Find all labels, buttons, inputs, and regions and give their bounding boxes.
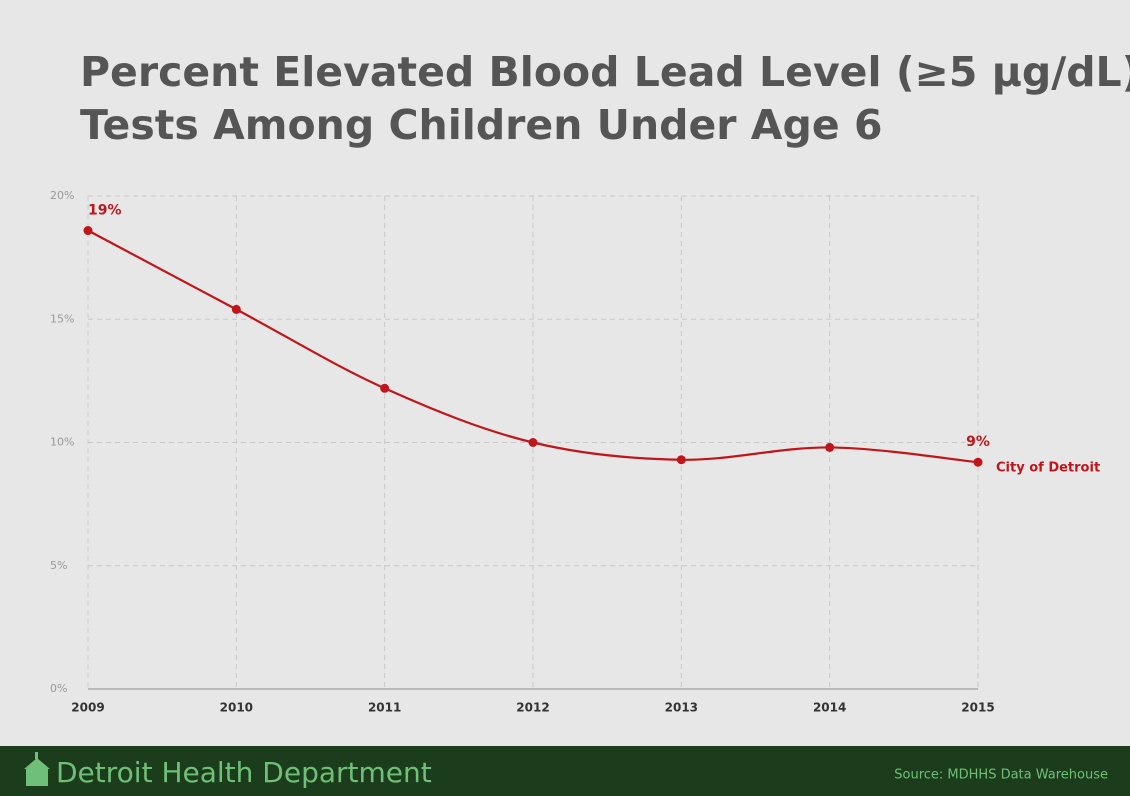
y-tick-label: 10% bbox=[50, 436, 74, 449]
footer-bar bbox=[0, 746, 1130, 796]
legend-label: City of Detroit bbox=[996, 461, 1100, 476]
organization: Detroit Health Department bbox=[56, 756, 432, 789]
data-label: 9% bbox=[966, 434, 990, 450]
logo-icon bbox=[24, 752, 50, 786]
chart-title: Percent Elevated Blood Lead Level (≥5 µg… bbox=[80, 48, 1130, 96]
x-tick-label: 2014 bbox=[813, 701, 846, 715]
x-tick-label: 2015 bbox=[961, 701, 994, 715]
y-tick-label: 5% bbox=[50, 559, 67, 572]
source: Source: MDHHS Data Warehouse bbox=[894, 768, 1108, 783]
data-point bbox=[231, 304, 241, 314]
data-label: 19% bbox=[88, 203, 122, 219]
y-tick-label: 20% bbox=[50, 189, 74, 202]
y-tick-label: 0% bbox=[50, 682, 67, 695]
x-tick-label: 2011 bbox=[368, 701, 401, 715]
x-tick-label: 2012 bbox=[516, 701, 549, 715]
y-tick-label: 15% bbox=[50, 312, 74, 325]
x-tick-label: 2013 bbox=[665, 701, 698, 715]
x-tick-label: 2010 bbox=[220, 701, 253, 715]
x-tick-label: 2009 bbox=[71, 701, 104, 715]
chart-title: Tests Among Children Under Age 6 bbox=[80, 101, 882, 149]
data-point bbox=[825, 442, 835, 452]
data-point bbox=[380, 383, 390, 393]
data-point bbox=[973, 457, 983, 467]
data-point bbox=[83, 226, 93, 236]
data-point bbox=[528, 438, 538, 447]
data-point bbox=[676, 455, 686, 465]
